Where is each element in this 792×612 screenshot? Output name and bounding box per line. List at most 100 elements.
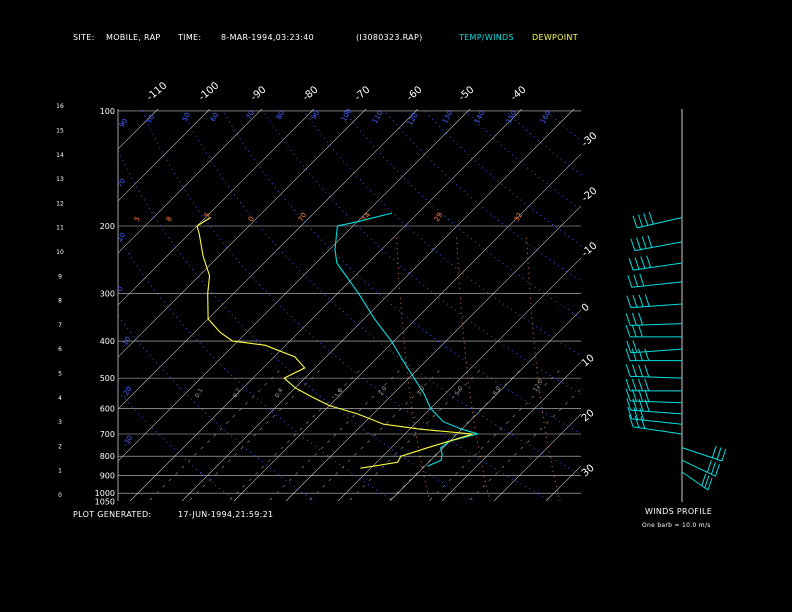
isotherm-line bbox=[337, 257, 581, 501]
wind-barb-flag bbox=[632, 215, 638, 229]
dry-adiabat-label: 90 bbox=[118, 117, 129, 129]
wind-barb-flag bbox=[625, 388, 631, 402]
file-name: (I3080323.RAP) bbox=[356, 33, 423, 42]
moist-adiabat bbox=[229, 369, 361, 501]
height-tick-label: 16 bbox=[56, 103, 64, 110]
pressure-tick-label: 1000 bbox=[95, 489, 115, 498]
wind-barb-flag bbox=[632, 398, 638, 411]
wind-barb bbox=[633, 426, 683, 435]
wind-barb-flag bbox=[625, 313, 631, 326]
moist-adiabat-label: 1.0 bbox=[334, 387, 345, 399]
height-tick-label: 9 bbox=[58, 273, 62, 280]
isotherm-line bbox=[118, 109, 211, 202]
mixing-ratio-line bbox=[596, 234, 630, 501]
temp-tick-label: -100 bbox=[197, 80, 221, 103]
barb-note: One barb = 10.0 m/s bbox=[642, 522, 711, 529]
wind-barb-flag bbox=[631, 313, 637, 326]
height-tick-label: 1 bbox=[58, 468, 62, 475]
wind-barb-flag bbox=[707, 477, 713, 491]
wind-barb-flag bbox=[638, 398, 644, 412]
wind-barb-flag bbox=[637, 214, 643, 227]
isotherm-line bbox=[0, 109, 2, 501]
pressure-tick-label: 1050 bbox=[95, 497, 115, 506]
dry-adiabat-label: 110 bbox=[371, 109, 385, 125]
dry-adiabat bbox=[343, 110, 581, 319]
wind-barb-flag bbox=[638, 378, 643, 392]
wind-barb bbox=[636, 216, 683, 229]
dry-adiabat-label: 70 bbox=[245, 109, 256, 121]
site-label: SITE: bbox=[73, 33, 95, 42]
pressure-tick-label: 100 bbox=[100, 107, 115, 116]
mixing-ratio-line bbox=[525, 234, 561, 501]
wind-barb-flag bbox=[638, 294, 644, 307]
dry-adiabat-label: 50 bbox=[145, 113, 156, 125]
site-value: MOBILE, RAP bbox=[106, 33, 161, 42]
moist-adiabat-label: 5.0 bbox=[454, 385, 465, 397]
moist-adiabat bbox=[349, 369, 481, 501]
mixing-ratio-label: 5 bbox=[203, 211, 212, 219]
wind-barb bbox=[681, 447, 722, 462]
moist-adiabat bbox=[309, 369, 441, 501]
pressure-tick-label: 700 bbox=[100, 430, 115, 439]
wind-barb bbox=[630, 400, 683, 404]
wind-barb-flag bbox=[626, 398, 632, 411]
dry-adiabat-label: -20 bbox=[121, 385, 134, 399]
isotherm-line bbox=[233, 153, 581, 501]
pressure-tick-label: 200 bbox=[100, 222, 115, 231]
height-tick-label: 6 bbox=[58, 346, 62, 353]
moist-adiabat-label: 2.0 bbox=[378, 385, 389, 397]
temp-tick-label: -10 bbox=[580, 240, 600, 259]
wind-barb bbox=[681, 471, 709, 491]
wind-barb bbox=[681, 459, 716, 477]
dry-adiabat bbox=[141, 110, 553, 501]
mixing-ratio-label: 29 bbox=[433, 211, 444, 223]
mixing-ratio-label: 5 bbox=[133, 215, 142, 223]
wind-barb-flag bbox=[721, 448, 727, 462]
isotherm-line bbox=[0, 109, 54, 501]
temp-tick-label: 20 bbox=[580, 408, 597, 425]
height-tick-label: 12 bbox=[56, 200, 64, 207]
wind-barb bbox=[630, 303, 683, 309]
isotherm-line bbox=[181, 109, 575, 501]
wind-barb-flag bbox=[631, 324, 637, 338]
dry-adiabat-label: -10 bbox=[120, 335, 133, 349]
wind-barb-flag bbox=[646, 255, 652, 268]
isotherm-line bbox=[118, 109, 367, 358]
wind-barb-flag bbox=[639, 407, 645, 421]
dry-adiabat-label: 100 bbox=[340, 107, 354, 123]
height-tick-label: 10 bbox=[56, 249, 64, 256]
dry-adiabat bbox=[586, 111, 792, 501]
height-tick-label: 13 bbox=[56, 176, 64, 183]
wind-barb-flag bbox=[640, 256, 646, 269]
mixing-ratio-label: 8 bbox=[165, 215, 174, 223]
mixing-ratio-label: 70 bbox=[297, 211, 308, 223]
wind-barb-flag bbox=[626, 340, 632, 353]
wind-barb-flag bbox=[627, 275, 633, 288]
wind-barb-flag bbox=[636, 237, 642, 250]
isotherm-line bbox=[118, 109, 471, 462]
dry-adiabat bbox=[262, 110, 581, 395]
wind-barb-flag bbox=[638, 312, 644, 326]
height-tick-label: 14 bbox=[56, 152, 64, 159]
wind-barb-flag bbox=[644, 399, 650, 412]
time-value: 8-MAR-1994,03:23:40 bbox=[221, 33, 315, 42]
wind-barb bbox=[631, 418, 683, 425]
isotherm-line bbox=[493, 413, 581, 501]
wind-barb-flag bbox=[631, 378, 637, 392]
wind-barb-flag bbox=[711, 445, 717, 458]
isotherm-line bbox=[285, 205, 581, 501]
pressure-tick-label: 300 bbox=[100, 289, 115, 298]
wind-barb-flag bbox=[716, 447, 722, 460]
temperature-line bbox=[334, 212, 480, 467]
temp-tick-label: -70 bbox=[353, 84, 373, 103]
mixing-ratio-label: 32 bbox=[513, 211, 524, 223]
dry-adiabat-label: 50 bbox=[181, 111, 192, 123]
pressure-tick-label: 600 bbox=[100, 404, 115, 413]
wind-barb-flag bbox=[630, 238, 636, 251]
wind-barb-flag bbox=[633, 407, 639, 420]
moist-adiabat-label: 0.2 bbox=[232, 387, 243, 399]
temp-tick-label: 0 bbox=[580, 302, 592, 315]
wind-barb-flag bbox=[714, 464, 720, 477]
isotherm-line bbox=[118, 109, 263, 254]
moist-adiabat-label: 12.0 bbox=[532, 378, 545, 393]
